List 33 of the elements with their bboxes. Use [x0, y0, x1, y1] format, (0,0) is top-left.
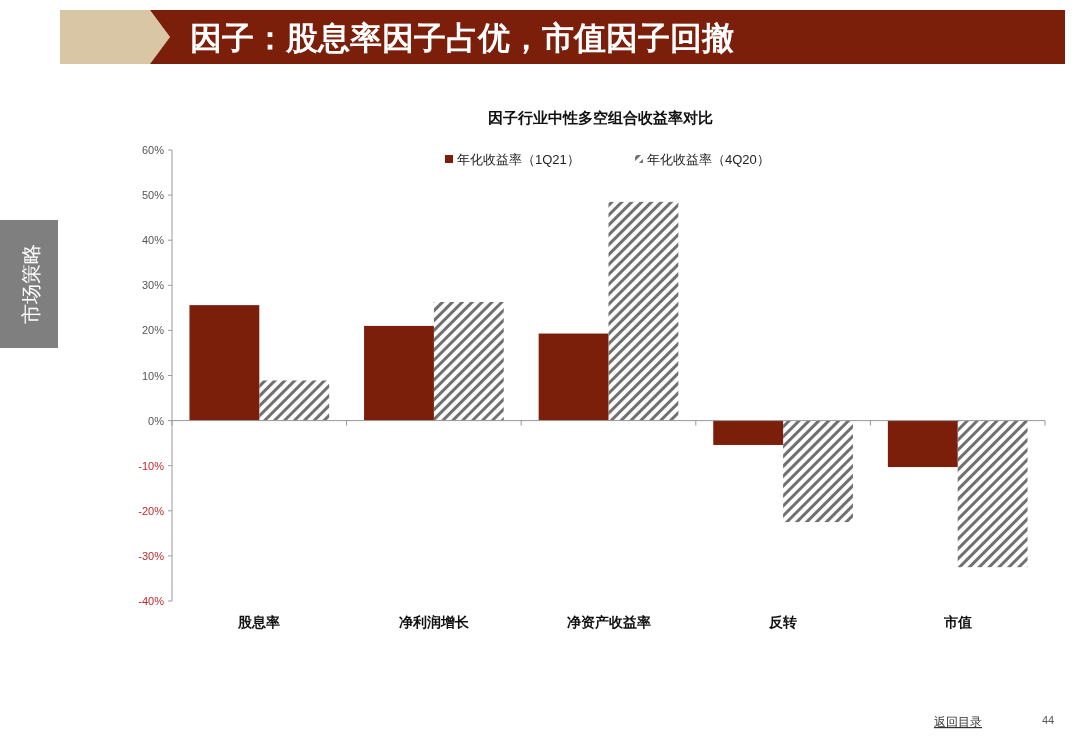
bar	[259, 380, 330, 421]
bar	[887, 420, 958, 468]
chart-title: 因子：股息率因子占优，市值因子回撤	[190, 20, 734, 56]
y-tick-label: -30%	[138, 549, 165, 562]
bar	[538, 333, 609, 421]
y-tick-label: 30%	[141, 279, 165, 292]
text: 返回目录	[934, 715, 982, 729]
y-tick-label: 60%	[141, 144, 165, 156]
bar	[189, 305, 260, 421]
bar	[957, 420, 1028, 568]
chart-subtitle: 因子行业中性多空组合收益率对比	[487, 109, 713, 126]
legend-label: 年化收益率（4Q20）	[647, 152, 770, 167]
bar	[783, 420, 853, 523]
bar	[364, 325, 434, 421]
y-tick-label: -40%	[138, 595, 165, 607]
y-tick-label: 50%	[141, 189, 165, 202]
x-tick-label: 净资产收益率	[566, 614, 651, 630]
y-tick-label: -20%	[138, 504, 165, 517]
y-tick-label: -10%	[138, 459, 165, 472]
bar	[608, 201, 679, 421]
legend-label: 年化收益率（1Q21）	[457, 152, 580, 167]
y-tick-label: 40%	[141, 234, 165, 247]
x-tick-label: 反转	[768, 614, 798, 630]
x-tick-label: 市值	[942, 614, 972, 630]
text: 44	[1041, 714, 1055, 726]
bar	[433, 301, 504, 421]
x-tick-label: 股息率	[237, 614, 281, 630]
y-tick-label: 20%	[141, 324, 165, 337]
x-tick-label: 净利润增长	[398, 614, 470, 630]
text: 市场策略	[20, 244, 42, 324]
y-tick-label: 0%	[148, 414, 165, 427]
bar	[713, 420, 784, 445]
y-tick-label: 10%	[141, 369, 165, 382]
